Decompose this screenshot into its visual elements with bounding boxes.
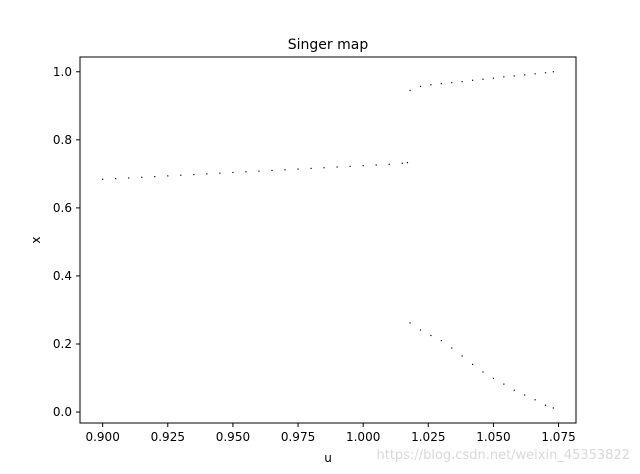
data-point <box>297 168 299 170</box>
data-point <box>440 339 442 342</box>
data-point <box>534 73 536 75</box>
data-point <box>193 173 195 176</box>
data-point <box>406 162 409 164</box>
data-point <box>128 177 130 179</box>
data-point <box>375 164 377 166</box>
data-point <box>513 389 515 391</box>
data-point <box>440 83 442 85</box>
x-tick-label: 0.900 <box>85 430 119 444</box>
data-point <box>524 394 526 396</box>
x-tick-label: 1.025 <box>411 430 445 444</box>
y-tick-label: 0.6 <box>53 201 72 215</box>
data-point <box>544 404 547 406</box>
data-point <box>513 75 515 77</box>
data-point <box>401 162 403 164</box>
data-point <box>461 355 463 357</box>
data-point <box>219 172 221 174</box>
data-point <box>271 169 273 172</box>
data-point <box>310 167 312 170</box>
y-axis: 0.0 0.2 0.4 0.6 0.8 1.0 <box>53 65 80 419</box>
x-tick-label: 0.950 <box>216 430 250 444</box>
y-tick-label: 0.4 <box>53 269 72 283</box>
data-point <box>323 167 325 169</box>
x-tick-label: 1.050 <box>476 430 510 444</box>
x-tick-label: 1.075 <box>541 430 575 444</box>
data-point <box>409 322 411 324</box>
data-point <box>349 165 351 167</box>
data-point <box>534 399 536 401</box>
data-point <box>461 81 463 83</box>
data-point <box>180 174 182 176</box>
data-point <box>552 71 554 73</box>
data-point <box>471 79 474 81</box>
data-point <box>419 329 422 331</box>
data-point <box>430 334 432 337</box>
x-tick-label: 1.000 <box>346 430 380 444</box>
data-point <box>544 72 547 74</box>
data-point <box>451 82 453 84</box>
data-point <box>503 76 505 78</box>
x-tick-label: 0.975 <box>281 430 315 444</box>
x-tick-label: 0.925 <box>151 430 185 444</box>
data-point <box>451 347 453 349</box>
data-point <box>336 166 338 168</box>
data-point <box>388 163 390 165</box>
data-point <box>154 175 156 178</box>
data-point <box>482 371 484 373</box>
data-point <box>232 171 234 174</box>
data-point <box>362 165 364 167</box>
data-point <box>206 173 208 175</box>
watermark-text: https://blog.csdn.net/weixin_45353822 <box>376 448 630 463</box>
data-point <box>492 77 495 79</box>
data-point <box>115 178 117 180</box>
y-tick-label: 0.8 <box>53 133 72 147</box>
x-axis: 0.900 0.925 0.950 0.975 1.000 1.025 1.050 1.075 <box>85 423 576 444</box>
chart-title: Singer map <box>288 37 369 53</box>
y-tick-label: 1.0 <box>53 65 72 79</box>
data-point <box>245 171 247 173</box>
data-point <box>503 383 505 385</box>
data-point <box>471 363 474 365</box>
data-point <box>552 407 554 409</box>
y-tick-label: 0.2 <box>53 337 72 351</box>
data-point <box>102 178 104 180</box>
data-point <box>409 89 411 92</box>
data-point <box>492 377 495 379</box>
plot-frame <box>79 56 577 424</box>
data-point <box>482 78 484 80</box>
y-axis-label: x <box>29 236 43 243</box>
data-point <box>167 175 169 177</box>
data-point <box>524 74 526 76</box>
x-axis-label: u <box>324 451 332 465</box>
data-point <box>284 169 286 171</box>
scatter-points <box>102 71 554 409</box>
data-point <box>419 85 422 87</box>
data-point <box>141 176 143 178</box>
y-tick-label: 0.0 <box>53 405 72 419</box>
data-point <box>430 84 432 86</box>
data-point <box>258 170 260 172</box>
